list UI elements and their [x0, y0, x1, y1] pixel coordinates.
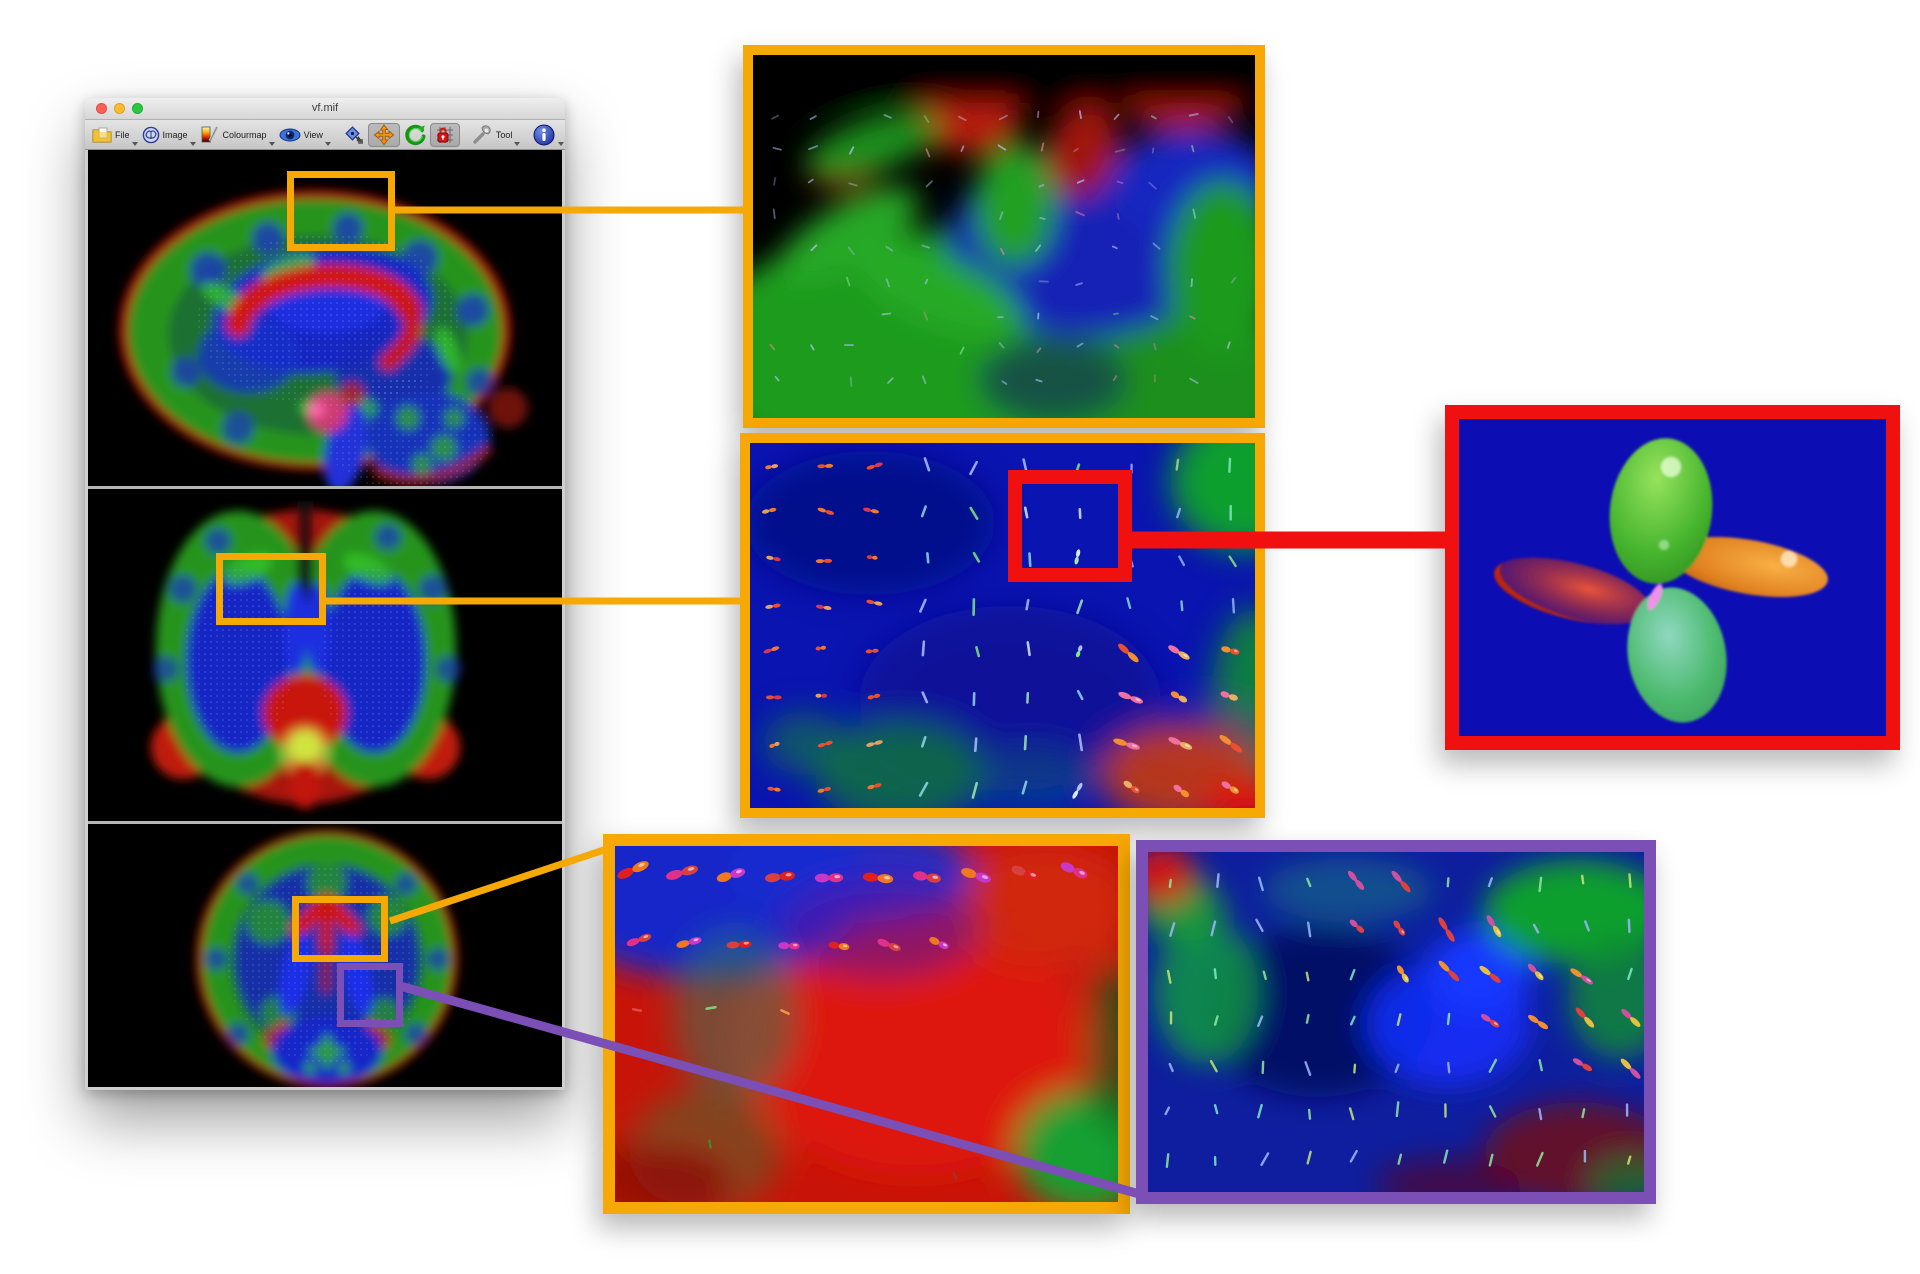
- crosshair-select-icon: [343, 124, 365, 146]
- folder-icon: [92, 126, 112, 143]
- toolbar-colourmap-label: Colourmap: [222, 129, 267, 140]
- roi-box-axial: [292, 896, 388, 962]
- chevron-down-icon: [189, 141, 196, 146]
- zoom-window-button[interactable]: [132, 103, 143, 114]
- toolbar: File Image Colourmap: [85, 120, 565, 150]
- roi-box-coronal: [216, 553, 326, 625]
- toolbar-info-button[interactable]: [529, 123, 565, 147]
- chevron-down-icon: [558, 141, 565, 146]
- vector-overlay-texture: [198, 232, 458, 408]
- chevron-down-icon: [324, 141, 331, 146]
- rotate-mode-button[interactable]: [400, 123, 430, 147]
- zoom-panel-single-odf: [1445, 405, 1900, 750]
- roi-box-sagittal: [287, 171, 395, 251]
- toolbar-view-label: View: [303, 129, 323, 140]
- vector-glyph-field: [617, 861, 1088, 1180]
- move-arrows-icon: [372, 123, 396, 147]
- odf-glyph: [1494, 438, 1828, 723]
- sagittal-view[interactable]: [88, 150, 562, 486]
- vector-glyph-field: [761, 457, 1243, 799]
- chevron-down-icon: [514, 141, 521, 146]
- mrview-window: vf.mif File Image Colourm: [85, 98, 565, 1090]
- toolbar-image-label: Image: [162, 129, 188, 140]
- voxel-lock-button[interactable]: [429, 122, 460, 147]
- roi-box-single-odf: [1008, 470, 1132, 582]
- window-title: vf.mif: [311, 102, 339, 114]
- zoom-panel-sagittal-roi: [743, 45, 1265, 428]
- roi-box-axial-purple: [337, 963, 403, 1027]
- zoom-panel-coronal-roi: [740, 433, 1265, 818]
- toolbar-file-button[interactable]: File: [89, 123, 139, 147]
- view-separator: [88, 821, 562, 824]
- rotate-arrow-icon: [403, 123, 427, 147]
- pan-mode-button[interactable]: [367, 122, 400, 147]
- window-titlebar[interactable]: vf.mif: [85, 98, 565, 120]
- image-viewport[interactable]: [88, 150, 562, 1087]
- colourmap-icon: [200, 125, 220, 144]
- toolbar-image-button[interactable]: Image: [139, 123, 197, 147]
- wrench-icon: [471, 124, 493, 146]
- chevron-down-icon: [268, 141, 275, 146]
- close-window-button[interactable]: [96, 103, 107, 114]
- zoom-panel-axial-roi: [603, 834, 1130, 1214]
- brain-icon: [142, 126, 160, 144]
- vector-glyph-field: [769, 110, 1237, 387]
- info-icon: [532, 123, 556, 147]
- eye-icon: [279, 128, 301, 142]
- toolbar-tool-button[interactable]: Tool: [468, 123, 522, 147]
- view-separator: [88, 486, 562, 489]
- toolbar-view-button[interactable]: View: [276, 123, 332, 147]
- grid-lock-icon: [434, 124, 456, 146]
- toolbar-colourmap-button[interactable]: Colourmap: [197, 123, 276, 147]
- toolbar-tool-label: Tool: [495, 129, 513, 140]
- zoom-panel-axial-roi-2: [1136, 840, 1656, 1204]
- coronal-view[interactable]: [88, 489, 562, 821]
- vector-glyph-field: [1164, 870, 1641, 1169]
- chevron-down-icon: [131, 141, 138, 146]
- minimize-window-button[interactable]: [114, 103, 125, 114]
- focus-mode-button[interactable]: [340, 123, 368, 147]
- toolbar-file-label: File: [115, 129, 130, 140]
